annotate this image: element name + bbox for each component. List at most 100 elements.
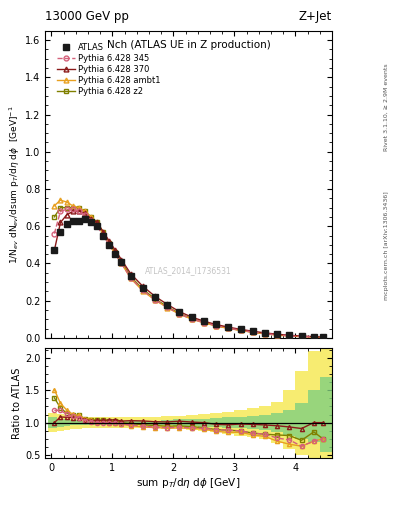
ATLAS bbox=[107, 242, 112, 248]
Pythia 6.428 z2 bbox=[321, 334, 325, 340]
ATLAS bbox=[128, 272, 133, 279]
Pythia 6.428 345 bbox=[287, 333, 292, 339]
ATLAS bbox=[311, 333, 316, 339]
Pythia 6.428 ambt1 bbox=[52, 203, 57, 209]
Pythia 6.428 ambt1 bbox=[189, 316, 194, 322]
Pythia 6.428 ambt1 bbox=[321, 334, 325, 340]
ATLAS bbox=[70, 218, 75, 224]
Pythia 6.428 ambt1 bbox=[153, 297, 158, 303]
Pythia 6.428 370 bbox=[321, 334, 325, 340]
Text: Z+Jet: Z+Jet bbox=[299, 10, 332, 23]
Line: Pythia 6.428 345: Pythia 6.428 345 bbox=[52, 207, 325, 340]
Pythia 6.428 345 bbox=[275, 332, 279, 338]
Pythia 6.428 z2 bbox=[311, 334, 316, 340]
Pythia 6.428 370 bbox=[250, 328, 255, 334]
Pythia 6.428 370 bbox=[275, 331, 279, 337]
Pythia 6.428 ambt1 bbox=[113, 251, 118, 257]
Pythia 6.428 370 bbox=[119, 257, 124, 263]
ATLAS bbox=[263, 330, 267, 336]
Pythia 6.428 345 bbox=[238, 327, 243, 333]
Pythia 6.428 345 bbox=[107, 242, 112, 248]
Pythia 6.428 345 bbox=[83, 212, 87, 218]
ATLAS bbox=[88, 220, 93, 226]
Pythia 6.428 ambt1 bbox=[64, 199, 69, 205]
Text: Rivet 3.1.10, ≥ 2.9M events: Rivet 3.1.10, ≥ 2.9M events bbox=[384, 63, 389, 152]
Pythia 6.428 z2 bbox=[299, 333, 304, 339]
Pythia 6.428 z2 bbox=[287, 333, 292, 339]
Pythia 6.428 ambt1 bbox=[226, 325, 231, 331]
ATLAS bbox=[64, 221, 69, 227]
Pythia 6.428 345 bbox=[95, 223, 99, 229]
Line: Pythia 6.428 ambt1: Pythia 6.428 ambt1 bbox=[52, 198, 325, 340]
Pythia 6.428 370 bbox=[153, 293, 158, 300]
Pythia 6.428 345 bbox=[70, 206, 75, 212]
ATLAS bbox=[250, 328, 255, 334]
Pythia 6.428 345 bbox=[64, 206, 69, 212]
Pythia 6.428 370 bbox=[141, 283, 145, 289]
ATLAS bbox=[238, 326, 243, 332]
Pythia 6.428 345 bbox=[177, 311, 182, 317]
Pythia 6.428 z2 bbox=[58, 204, 63, 210]
Pythia 6.428 ambt1 bbox=[263, 331, 267, 337]
Text: ATLAS_2014_I1736531: ATLAS_2014_I1736531 bbox=[145, 266, 232, 275]
Pythia 6.428 345 bbox=[141, 287, 145, 293]
Pythia 6.428 370 bbox=[76, 208, 81, 215]
Pythia 6.428 z2 bbox=[119, 259, 124, 265]
ATLAS bbox=[153, 294, 158, 300]
Pythia 6.428 370 bbox=[64, 212, 69, 218]
Y-axis label: 1/N$_{ev}$ dN$_{ev}$/dsum p$_T$/d$\eta$ d$\phi$  [GeV]$^{-1}$: 1/N$_{ev}$ dN$_{ev}$/dsum p$_T$/d$\eta$ … bbox=[8, 105, 22, 264]
ATLAS bbox=[275, 331, 279, 337]
Pythia 6.428 370 bbox=[88, 216, 93, 222]
Pythia 6.428 ambt1 bbox=[165, 305, 170, 311]
Text: Nch (ATLAS UE in Z production): Nch (ATLAS UE in Z production) bbox=[107, 40, 270, 50]
Pythia 6.428 370 bbox=[70, 208, 75, 215]
Pythia 6.428 ambt1 bbox=[238, 327, 243, 333]
Pythia 6.428 ambt1 bbox=[58, 197, 63, 203]
ATLAS bbox=[214, 321, 219, 327]
Pythia 6.428 z2 bbox=[263, 331, 267, 337]
Pythia 6.428 ambt1 bbox=[76, 204, 81, 210]
ATLAS bbox=[119, 259, 124, 265]
Pythia 6.428 z2 bbox=[141, 286, 145, 292]
Pythia 6.428 370 bbox=[299, 333, 304, 339]
Pythia 6.428 370 bbox=[95, 220, 99, 226]
Pythia 6.428 345 bbox=[299, 333, 304, 339]
Pythia 6.428 ambt1 bbox=[101, 230, 106, 237]
Pythia 6.428 370 bbox=[214, 322, 219, 328]
Pythia 6.428 ambt1 bbox=[88, 214, 93, 220]
Pythia 6.428 345 bbox=[153, 296, 158, 303]
Pythia 6.428 345 bbox=[58, 208, 63, 215]
Pythia 6.428 z2 bbox=[107, 240, 112, 246]
Pythia 6.428 z2 bbox=[275, 332, 279, 338]
Pythia 6.428 345 bbox=[250, 329, 255, 335]
Pythia 6.428 z2 bbox=[128, 273, 133, 280]
Pythia 6.428 ambt1 bbox=[95, 221, 99, 227]
ATLAS bbox=[76, 218, 81, 224]
Pythia 6.428 370 bbox=[202, 318, 206, 324]
Pythia 6.428 ambt1 bbox=[141, 288, 145, 294]
ATLAS bbox=[287, 332, 292, 338]
Pythia 6.428 345 bbox=[119, 261, 124, 267]
Pythia 6.428 345 bbox=[263, 331, 267, 337]
Pythia 6.428 z2 bbox=[165, 304, 170, 310]
Pythia 6.428 370 bbox=[107, 238, 112, 244]
ATLAS bbox=[177, 309, 182, 315]
ATLAS bbox=[189, 314, 194, 321]
Pythia 6.428 ambt1 bbox=[83, 208, 87, 215]
Pythia 6.428 z2 bbox=[95, 220, 99, 226]
Pythia 6.428 ambt1 bbox=[202, 320, 206, 326]
Pythia 6.428 370 bbox=[238, 326, 243, 332]
ATLAS bbox=[113, 251, 118, 257]
Pythia 6.428 z2 bbox=[177, 310, 182, 316]
Pythia 6.428 z2 bbox=[64, 204, 69, 210]
Pythia 6.428 370 bbox=[58, 220, 63, 226]
Pythia 6.428 345 bbox=[202, 319, 206, 326]
ATLAS bbox=[226, 324, 231, 330]
Pythia 6.428 345 bbox=[226, 325, 231, 331]
ATLAS bbox=[202, 318, 206, 324]
Pythia 6.428 ambt1 bbox=[299, 333, 304, 339]
Pythia 6.428 ambt1 bbox=[275, 332, 279, 338]
Pythia 6.428 z2 bbox=[250, 329, 255, 335]
Pythia 6.428 ambt1 bbox=[311, 334, 316, 340]
ATLAS bbox=[58, 229, 63, 235]
